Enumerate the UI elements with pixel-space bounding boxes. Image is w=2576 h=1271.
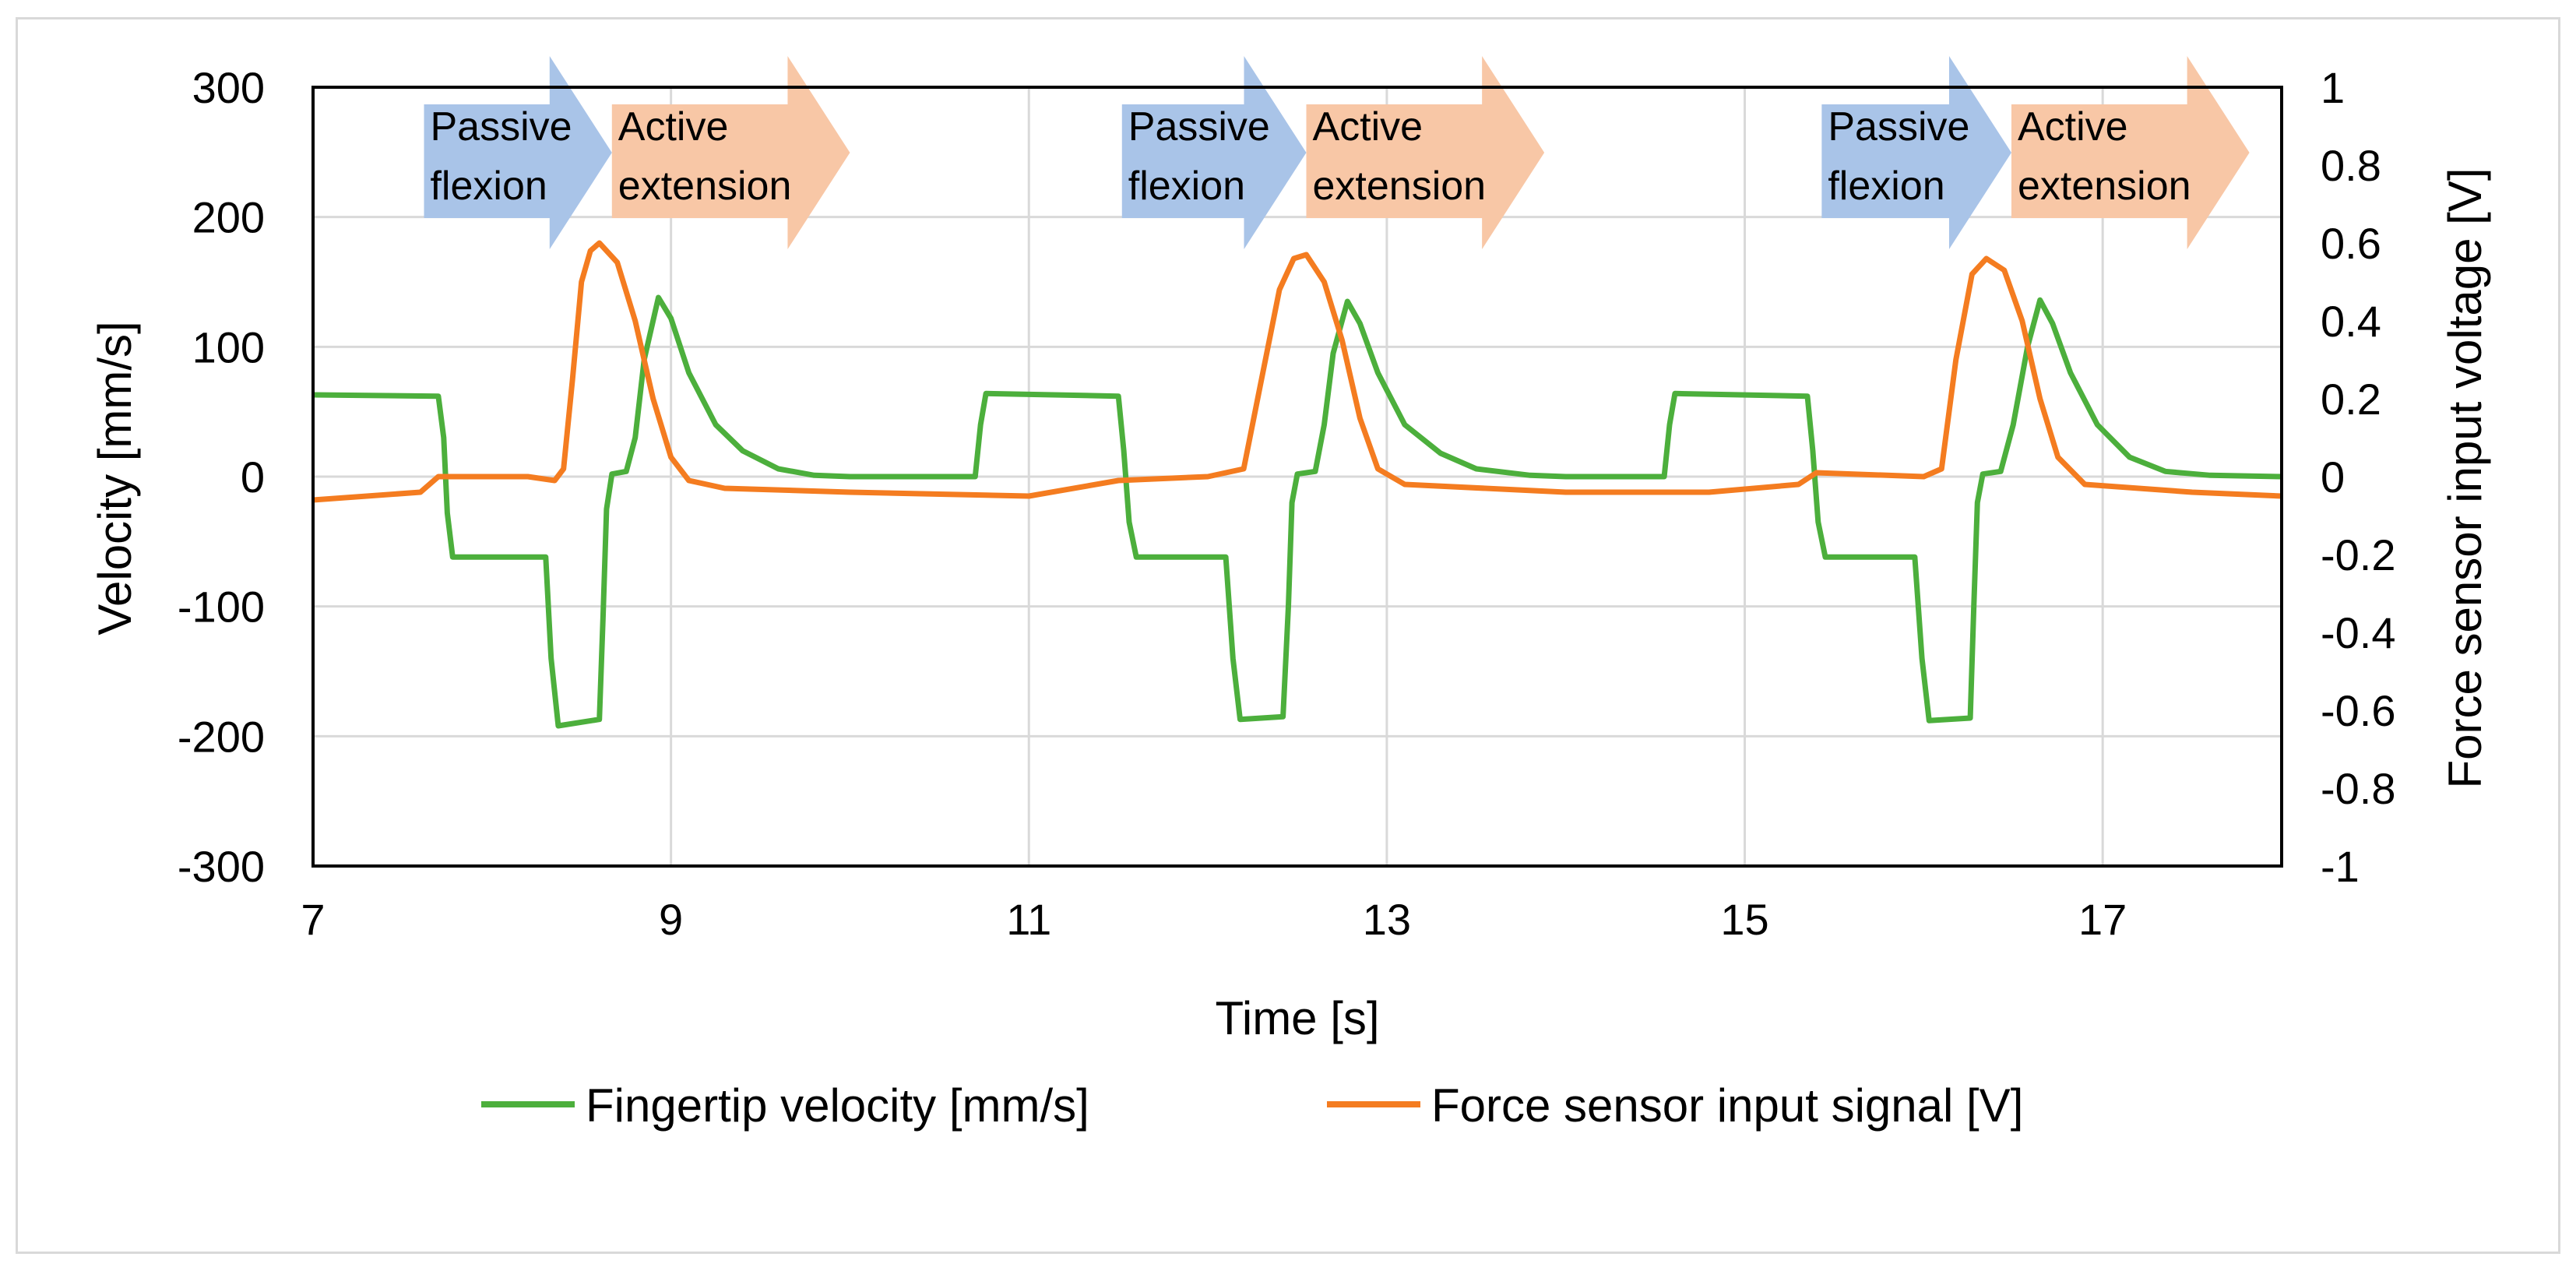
y2-tick-label: -0.2 [2321,530,2396,579]
y-tick-label: 200 [192,193,265,242]
y-axis-label: Velocity [mm/s] [89,321,141,635]
phase-label-line1: Passive [1828,104,1969,150]
x-tick-label: 17 [2078,895,2127,944]
y2-tick-label: 0.4 [2321,297,2381,346]
y-tick-label: -100 [178,583,265,632]
legend: Fingertip velocity [mm/s] Force sensor i… [481,1079,2023,1132]
series-line-1 [312,240,2282,503]
y2-tick-label: -1 [2321,842,2360,891]
y-tick-labels: -300 -200 -100 0 100 200 300 [178,63,265,891]
y2-tick-labels: -1 -0.8 -0.6 -0.4 -0.2 0 0.2 0.4 0.6 0.8 1 [2321,63,2396,891]
y2-tick-label: 1 [2321,63,2345,112]
y2-tick-label: -0.4 [2321,608,2396,657]
phase-arrow-4 [1821,56,2011,249]
y-tick-label: -200 [178,712,265,761]
phase-arrow-2 [1121,56,1307,249]
phase-label-line1: Active [1312,104,1423,150]
phase-arrow-5 [2011,56,2250,249]
phase-label-line1: Passive [1128,104,1270,150]
series-lines [312,240,2282,729]
phase-label-line2: extension [2018,164,2191,209]
y2-tick-label: -0.8 [2321,764,2396,813]
y2-tick-label: 0.2 [2321,375,2381,424]
phase-label-line2: extension [1312,164,1486,209]
phase-label-line2: flexion [1828,164,1944,209]
y-tick-label: 0 [241,452,265,502]
phase-arrows: Passive flexion Active extension Passive flex… [424,56,2250,249]
phase-label-line1: Active [2018,104,2128,150]
x-tick-label: 11 [1006,895,1051,944]
phase-label-line2: extension [618,164,792,209]
y-tick-label: 300 [192,63,265,112]
phase-label-line1: Passive [430,104,572,150]
y2-tick-label: 0.6 [2321,219,2381,268]
phase-label-line2: flexion [430,164,547,209]
y-tick-label: 100 [192,322,265,371]
y2-tick-label: -0.6 [2321,686,2396,735]
phase-arrow-0 [424,56,612,249]
phase-arrow-3 [1306,56,1545,249]
legend-label-force: Force sensor input signal [V] [1431,1079,2023,1132]
x-tick-label: 13 [1363,895,1411,944]
x-tick-labels: 7 9 11 13 15 17 [301,895,2127,944]
y-tick-label: -300 [178,842,265,891]
y2-axis-label: Force sensor input voltage [V] [2439,167,2491,788]
x-tick-label: 9 [659,895,683,944]
x-axis-label: Time [s] [1215,992,1379,1044]
legend-label-velocity: Fingertip velocity [mm/s] [586,1079,1089,1132]
y2-tick-label: 0 [2321,452,2345,502]
x-tick-label: 7 [301,895,325,944]
phase-label-line2: flexion [1128,164,1245,209]
phase-label-line1: Active [618,104,729,150]
series-line-0 [312,294,2282,729]
plot-area-border [311,86,2283,868]
y2-tick-label: 0.8 [2321,141,2381,190]
phase-arrow-1 [611,56,850,249]
x-tick-label: 15 [1720,895,1768,944]
